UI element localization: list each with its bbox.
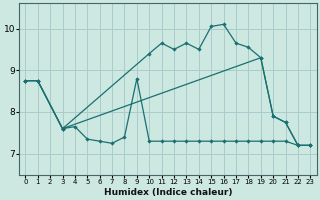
X-axis label: Humidex (Indice chaleur): Humidex (Indice chaleur) [104,188,232,197]
